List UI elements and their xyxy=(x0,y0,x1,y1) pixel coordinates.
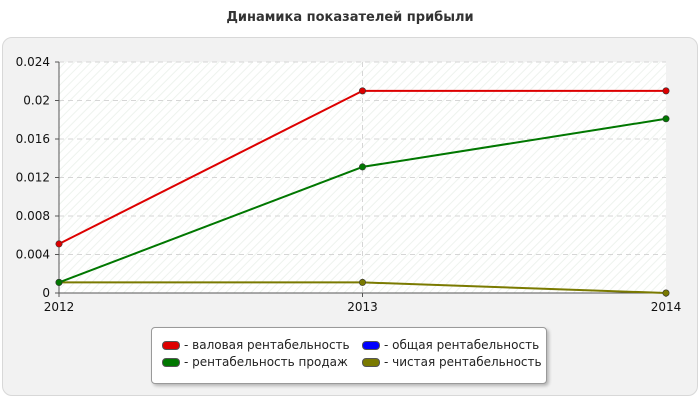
y-tick-label: 0.004 xyxy=(16,248,50,262)
grid-lines xyxy=(59,61,666,293)
data-point xyxy=(662,289,670,297)
legend-swatch-olive xyxy=(362,357,380,367)
legend: - валовая рентабельность - общая рентабе… xyxy=(151,327,547,384)
legend-label: - общая рентабельность xyxy=(384,338,540,352)
legend-label: - чистая рентабельность xyxy=(384,355,542,369)
y-tick-label: 0.008 xyxy=(16,209,50,223)
legend-swatch-red xyxy=(162,340,180,350)
legend-label: - валовая рентабельность xyxy=(184,338,350,352)
data-point xyxy=(662,87,670,95)
y-tick-label: 0.012 xyxy=(16,171,50,185)
y-tick-label: 0.024 xyxy=(16,55,50,69)
legend-item-sales-profitability: - рентабельность продаж xyxy=(162,355,348,369)
chart-title: Динамика показателей прибыли xyxy=(226,10,474,25)
data-point xyxy=(662,115,670,123)
y-axis-ticks: 0 0.004 0.008 0.012 0.016 0.02 0.024 xyxy=(16,55,59,300)
data-point xyxy=(55,240,63,248)
y-tick-label: 0 xyxy=(42,286,50,300)
x-tick-label: 2012 xyxy=(44,300,75,314)
x-tick-label: 2014 xyxy=(651,300,682,314)
x-tick-label: 2013 xyxy=(347,300,378,314)
x-axis-ticks: 2012 2013 2014 xyxy=(44,293,682,314)
data-point xyxy=(358,87,366,95)
data-point xyxy=(358,278,366,286)
y-tick-label: 0.02 xyxy=(23,94,50,108)
legend-item-total-profitability: - общая рентабельность xyxy=(362,338,539,352)
series-lines xyxy=(55,87,670,297)
legend-item-gross-profitability: - валовая рентабельность xyxy=(162,338,350,352)
legend-swatch-green xyxy=(162,357,180,367)
data-point xyxy=(358,163,366,171)
legend-swatch-blue xyxy=(362,340,380,350)
legend-label: - рентабельность продаж xyxy=(184,355,348,369)
data-point xyxy=(55,278,63,286)
legend-item-net-profitability: - чистая рентабельность xyxy=(362,355,542,369)
y-tick-label: 0.016 xyxy=(16,132,50,146)
